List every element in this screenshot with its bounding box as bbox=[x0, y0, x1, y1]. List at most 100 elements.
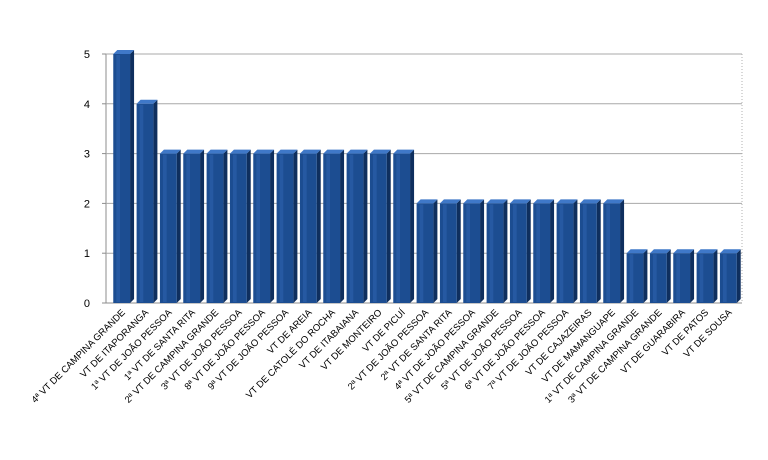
bar-front bbox=[346, 153, 364, 303]
bar-top bbox=[696, 249, 718, 254]
bar-top bbox=[509, 199, 531, 204]
bar-side bbox=[550, 199, 555, 303]
bar-highlight bbox=[139, 104, 144, 302]
bar-front bbox=[533, 203, 551, 303]
bar-highlight bbox=[582, 204, 587, 302]
bar-highlight bbox=[442, 204, 447, 302]
bar-side bbox=[643, 249, 648, 303]
bar-top bbox=[463, 199, 485, 204]
y-axis-ticks: 0 1 2 3 4 5 bbox=[84, 49, 90, 310]
bar-side bbox=[596, 199, 601, 303]
bar-front bbox=[183, 153, 201, 303]
bar-top bbox=[719, 249, 741, 254]
bar-highlight bbox=[466, 204, 470, 302]
bar bbox=[439, 199, 461, 303]
y-tick-label: 0 bbox=[84, 298, 90, 310]
bar bbox=[696, 249, 718, 303]
y-tick-label: 1 bbox=[84, 248, 90, 260]
bar-top bbox=[533, 199, 555, 204]
bar-highlight bbox=[606, 204, 610, 302]
bar bbox=[393, 149, 415, 303]
bar-side bbox=[736, 249, 741, 303]
bar-side bbox=[433, 199, 438, 303]
bar bbox=[626, 249, 648, 303]
bar-top bbox=[253, 149, 275, 154]
bar-side bbox=[690, 249, 695, 303]
bar-highlight bbox=[186, 154, 190, 302]
bar bbox=[719, 249, 741, 303]
bar-highlight bbox=[279, 154, 284, 302]
bar-highlight bbox=[559, 204, 564, 302]
bar-top bbox=[113, 50, 135, 54]
bar-top bbox=[183, 149, 205, 154]
bar bbox=[533, 199, 555, 303]
bar-top bbox=[603, 199, 625, 204]
bar-front bbox=[579, 203, 597, 303]
bar-top bbox=[229, 149, 251, 154]
bar bbox=[369, 149, 391, 303]
bar-front bbox=[113, 54, 131, 303]
bar-highlight bbox=[116, 55, 120, 302]
bar-top bbox=[276, 149, 298, 154]
bar-side bbox=[316, 149, 321, 303]
bar-front bbox=[323, 153, 341, 303]
bar-top bbox=[416, 199, 438, 204]
bar-top bbox=[369, 149, 391, 154]
bar-side bbox=[480, 199, 485, 303]
bar-top bbox=[439, 199, 461, 204]
bar-front bbox=[463, 203, 481, 303]
bar bbox=[649, 249, 671, 303]
bar bbox=[556, 199, 578, 303]
bar-side bbox=[176, 149, 181, 303]
bar-top bbox=[673, 249, 695, 254]
bar-highlight bbox=[536, 204, 540, 302]
bar-highlight bbox=[489, 204, 494, 302]
bar-highlight bbox=[512, 204, 517, 302]
bar-side bbox=[386, 149, 391, 303]
bar-side bbox=[223, 149, 228, 303]
bar-side bbox=[293, 149, 298, 303]
bar-side bbox=[666, 249, 671, 303]
bar bbox=[136, 99, 158, 303]
bar-side bbox=[456, 199, 461, 303]
bar-top bbox=[486, 199, 508, 204]
bar bbox=[579, 199, 601, 303]
bar-side bbox=[130, 50, 135, 303]
bar-highlight bbox=[372, 154, 377, 302]
bar bbox=[206, 149, 228, 303]
bar-front bbox=[696, 253, 714, 303]
bar-top bbox=[579, 199, 601, 204]
bar-front bbox=[509, 203, 527, 303]
bar bbox=[183, 149, 205, 303]
bar-side bbox=[620, 199, 625, 303]
bar bbox=[463, 199, 485, 303]
bar bbox=[299, 149, 321, 303]
bar bbox=[229, 149, 251, 303]
bar-highlight bbox=[699, 254, 704, 302]
bar-front bbox=[416, 203, 434, 303]
bar-highlight bbox=[209, 154, 214, 302]
bar-front bbox=[393, 153, 411, 303]
bar-front bbox=[253, 153, 271, 303]
bar-highlight bbox=[326, 154, 330, 302]
bar bbox=[509, 199, 531, 303]
bar bbox=[486, 199, 508, 303]
bar-front bbox=[486, 203, 504, 303]
bar-top bbox=[299, 149, 321, 154]
bar-front bbox=[626, 253, 644, 303]
bar-highlight bbox=[419, 204, 424, 302]
y-tick-label: 3 bbox=[84, 149, 90, 161]
y-tick-label: 4 bbox=[84, 99, 90, 111]
bar-highlight bbox=[349, 154, 354, 302]
bar-side bbox=[573, 199, 578, 303]
x-category-label: 4ª VT DE CAMPINA GRANDE bbox=[30, 307, 128, 405]
y-tick-label: 2 bbox=[84, 198, 90, 210]
bar-top bbox=[626, 249, 648, 254]
bar-top bbox=[346, 149, 368, 154]
bar-front bbox=[229, 153, 247, 303]
bar bbox=[603, 199, 625, 303]
bar-front bbox=[369, 153, 387, 303]
bar-highlight bbox=[629, 254, 634, 302]
